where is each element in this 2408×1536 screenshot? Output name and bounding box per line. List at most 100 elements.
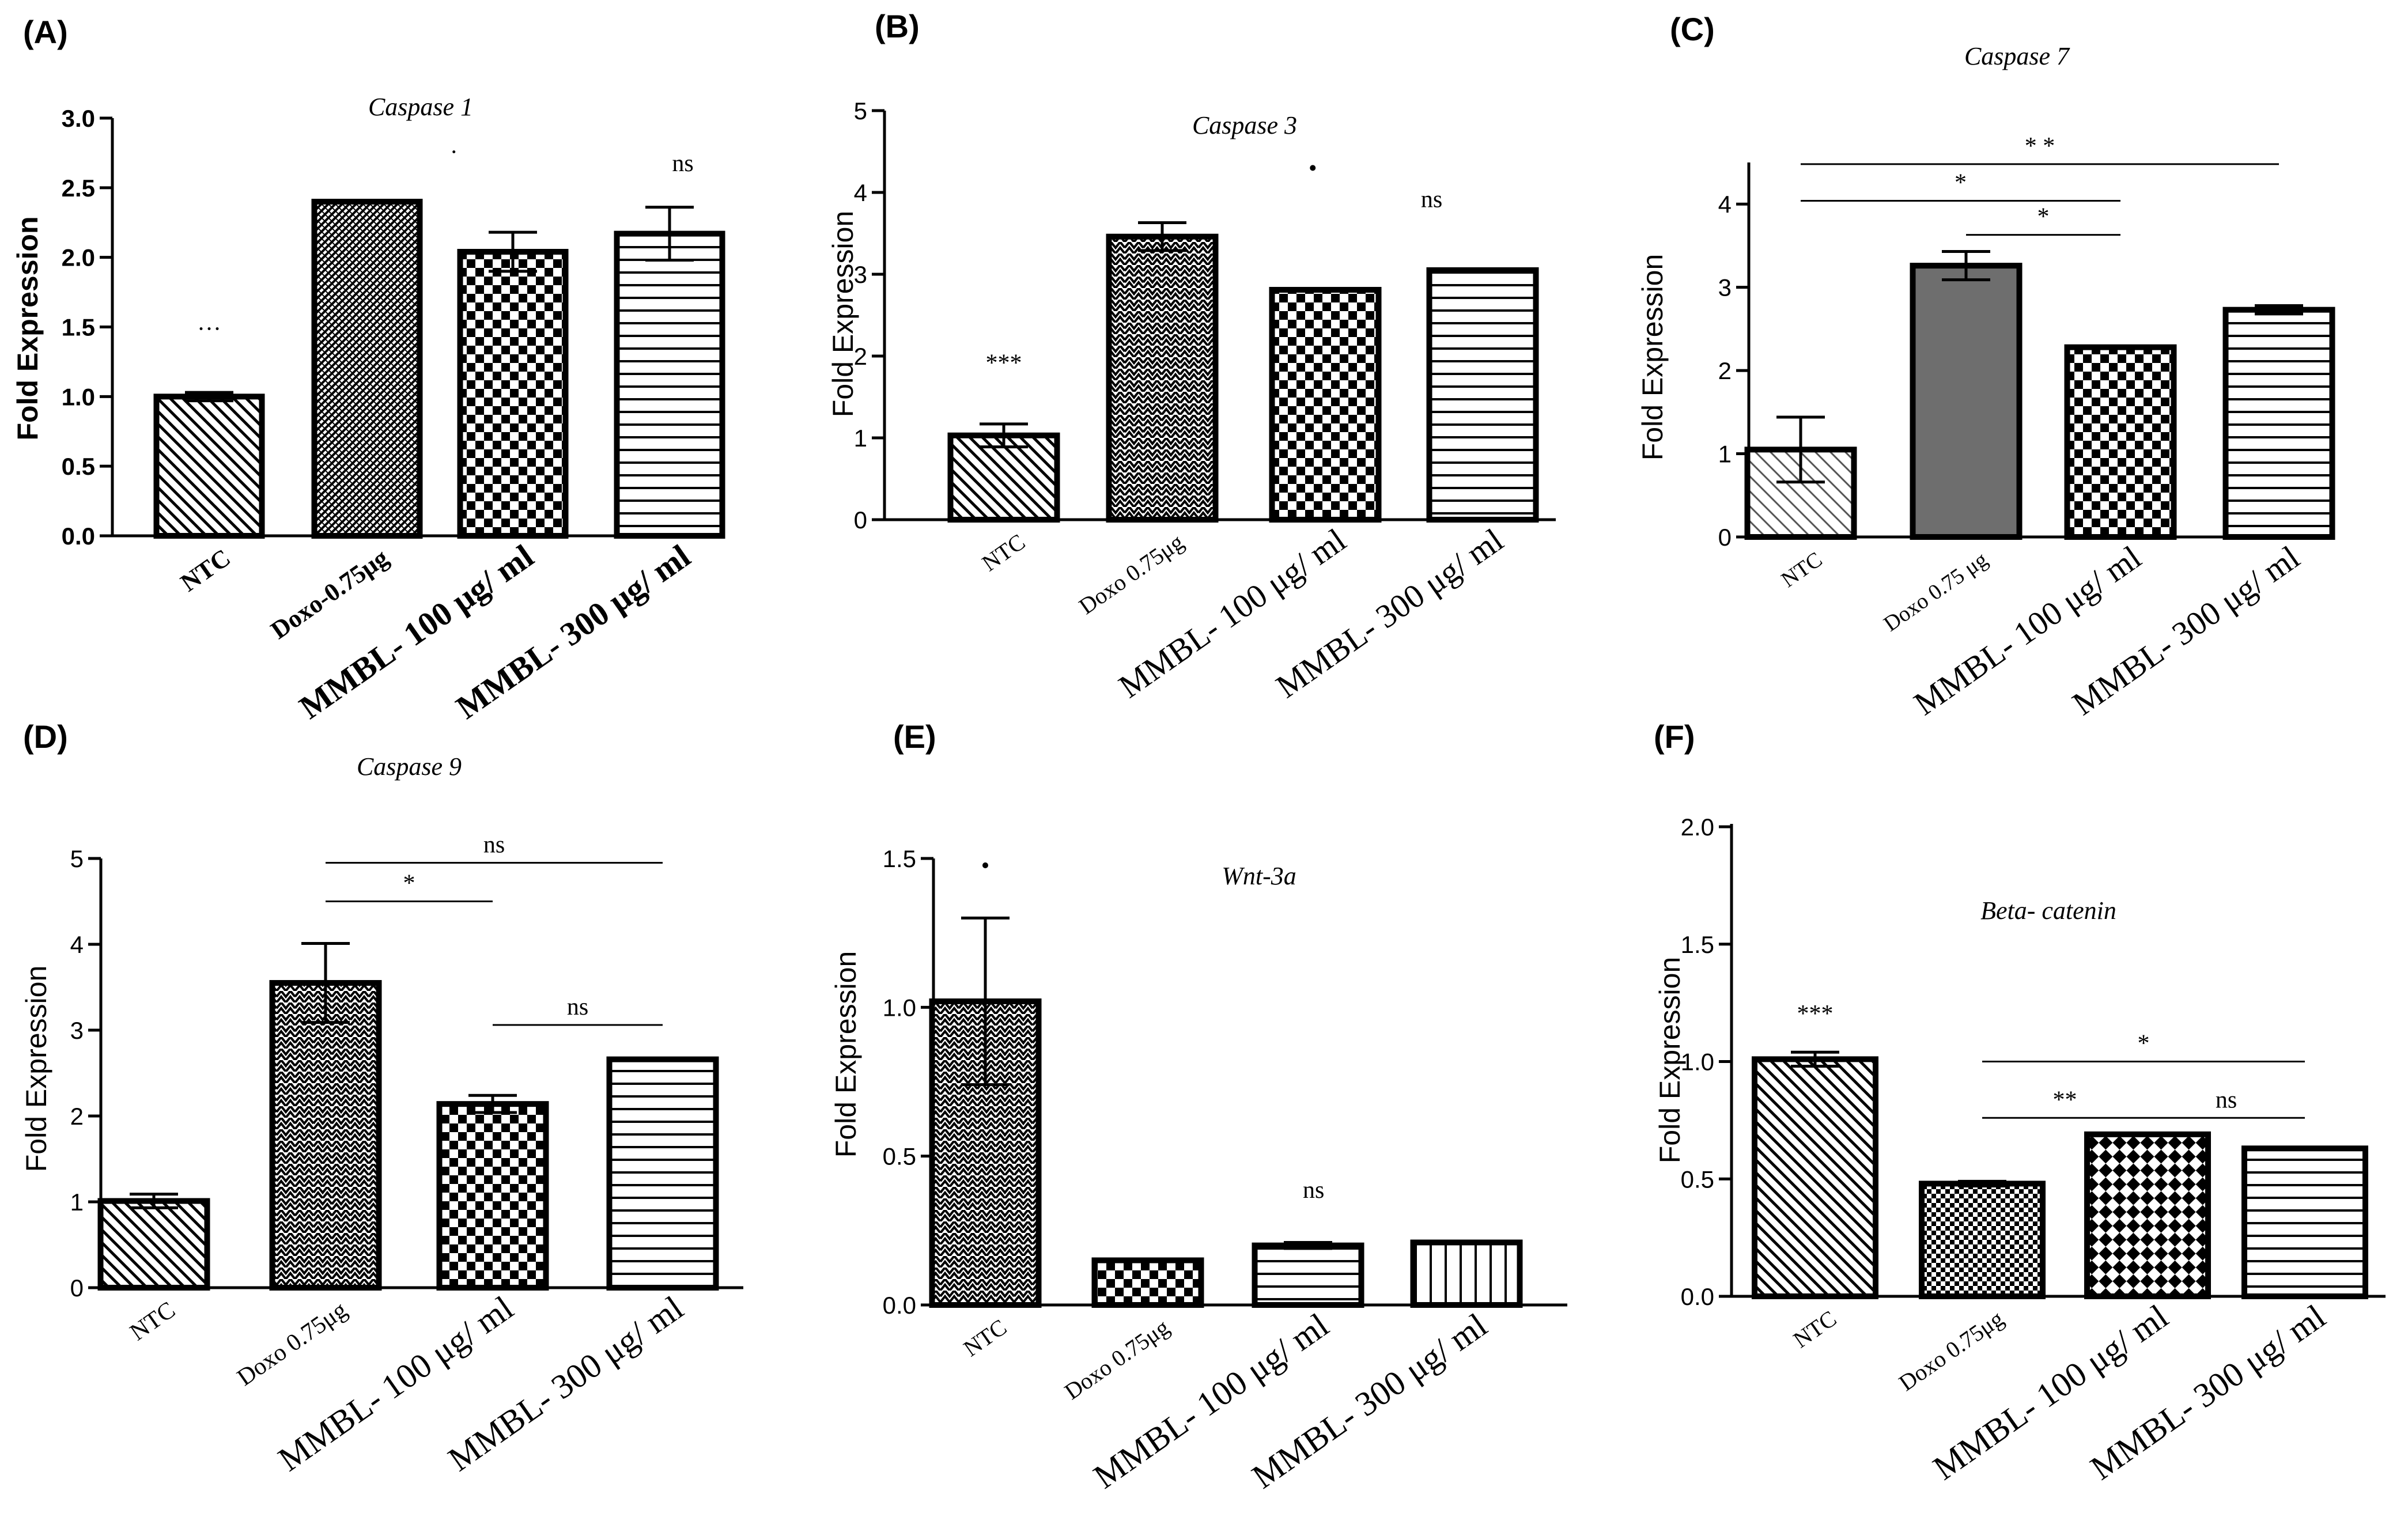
- comparison-label: * *: [2025, 133, 2055, 160]
- y-tick-label: 0: [1718, 524, 1732, 551]
- bar-2: [1106, 233, 1219, 523]
- y-tick-label: 1.5: [62, 314, 95, 341]
- bar-4: [606, 1056, 719, 1291]
- y-axis-label: Fold Expression: [830, 951, 862, 1158]
- error-bar-1: [980, 422, 1028, 449]
- y-tick-label: 2.0: [1681, 814, 1714, 841]
- y-tick-label: 1.5: [1681, 931, 1714, 958]
- y-tick-label: 2.5: [62, 175, 95, 202]
- significance-mark: ns: [672, 150, 693, 177]
- x-tick-label: Doxo 0.75μg: [1894, 1306, 2008, 1397]
- panel-label: (F): [1654, 718, 1695, 755]
- bar-1: [97, 1198, 210, 1291]
- error-bar-2: [301, 942, 350, 1024]
- chart-panel-2: (B) Caspase 3 Fold Expression 0 1 2 3 4 5 NTC Doxo…: [827, 8, 1556, 705]
- significance-mark: ***: [986, 350, 1022, 377]
- chart-panel-4: (D) Caspase 9 Fold Expression 0 1 2 3 4 5 NTC Doxo…: [20, 718, 743, 1478]
- comparison-label: *: [2037, 204, 2050, 230]
- x-tick-label: NTC: [176, 543, 236, 597]
- error-bar-2: [1138, 221, 1186, 252]
- x-tick-label: NTC: [1777, 547, 1827, 592]
- error-bar-2: [1958, 1179, 2006, 1187]
- significance-mark: ns: [1303, 1177, 1324, 1204]
- significance-mark: ***: [1797, 1001, 1834, 1027]
- chart-title: Caspase 1: [368, 93, 473, 121]
- y-tick-label: 1: [70, 1189, 84, 1216]
- y-tick-label: 2: [854, 343, 867, 370]
- chart-panel-6: (F) Beta- catenin Fold Expression 0.0 0.5 1.0…: [1654, 718, 2386, 1487]
- chart-panel-1: (A) Caspase 1 Fold Expression 0.0 0.5 1.0 1.5 2…: [12, 14, 725, 726]
- bar-3: [1269, 286, 1382, 523]
- chart-panel-3: (C) Caspase 7 Fold Expression 0 1 2 3 4 NTC Doxo …: [1636, 11, 2335, 722]
- y-tick-label: 0.0: [1681, 1283, 1714, 1310]
- panel-label: (E): [893, 718, 936, 755]
- y-tick-label: 1.0: [1681, 1049, 1714, 1076]
- error-bar-1: [185, 391, 233, 403]
- bar-4: [614, 230, 725, 539]
- x-tick-label: Doxo 0.75μg: [232, 1297, 351, 1391]
- x-tick-label: Doxo 0.75μg: [1060, 1314, 1174, 1405]
- significance-mark: ·: [450, 139, 458, 166]
- y-tick-label: 3: [70, 1017, 84, 1044]
- y-tick-label: 2: [1718, 357, 1732, 384]
- chart-panel-5: (E) Wnt-3a Fold Expression 0.0 0.5 1.0 1.5 NTC D…: [830, 718, 1567, 1496]
- bar-2: [1091, 1257, 1204, 1308]
- error-bar-2: [1942, 250, 1990, 282]
- chart-title: Caspase 7: [1964, 42, 2070, 70]
- panel-label: (D): [23, 718, 68, 755]
- x-tick-label: NTC: [126, 1297, 180, 1346]
- y-tick-label: 2: [70, 1103, 84, 1130]
- y-tick-label: 5: [854, 97, 867, 124]
- y-tick-label: 0.0: [62, 523, 95, 550]
- comparison-label: *: [2138, 1031, 2150, 1057]
- x-tick-label: Doxo 0.75 μg: [1880, 547, 1993, 636]
- y-tick-label: 0.5: [1681, 1166, 1714, 1193]
- chart-title: Caspase 9: [357, 752, 462, 781]
- y-tick-label: 0.5: [62, 453, 95, 480]
- y-tick-label: 4: [70, 931, 84, 958]
- y-tick-label: 1: [1718, 441, 1732, 468]
- significance-mark: •: [1309, 156, 1317, 182]
- panel-label: (C): [1670, 11, 1715, 47]
- chart-title: Caspase 3: [1192, 111, 1297, 139]
- error-bar-1: [1791, 1050, 1839, 1068]
- bar-3: [2084, 1131, 2211, 1299]
- comparison-label: ns: [483, 831, 505, 858]
- y-tick-label: 1.5: [883, 845, 916, 872]
- y-tick-label: 0.5: [883, 1143, 916, 1170]
- y-tick-label: 1.0: [883, 994, 916, 1021]
- chart-title: Beta- catenin: [1980, 896, 2116, 925]
- significance-mark: ns: [1421, 187, 1442, 213]
- bar-4: [1426, 267, 1539, 523]
- y-axis-label: Fold Expression: [20, 966, 52, 1172]
- y-axis-label: Fold Expression: [12, 217, 44, 441]
- y-tick-label: 3: [1718, 274, 1732, 301]
- bar-4: [2241, 1145, 2368, 1300]
- bar-1: [1752, 1056, 1878, 1300]
- bar-2: [269, 980, 382, 1291]
- comparison-label: ns: [567, 994, 588, 1020]
- x-tick-label: NTC: [959, 1314, 1011, 1362]
- error-bar-1: [130, 1193, 178, 1209]
- bar-1: [947, 432, 1060, 523]
- y-tick-label: 2.0: [62, 244, 95, 271]
- comparison-label: *: [1955, 169, 1967, 196]
- panel-label: (A): [23, 14, 68, 50]
- chart-title: Wnt-3a: [1222, 862, 1296, 890]
- error-bar-1: [961, 916, 1010, 1087]
- comparison-label: ns: [2216, 1087, 2237, 1113]
- x-tick-label: NTC: [977, 529, 1030, 577]
- comparison-label: *: [403, 871, 415, 897]
- bar-3: [1252, 1242, 1364, 1308]
- x-tick-label: Doxo 0.75μg: [1074, 529, 1188, 620]
- x-tick-label: NTC: [1789, 1306, 1841, 1353]
- y-tick-label: 5: [70, 845, 84, 872]
- bar-2: [1910, 263, 2023, 540]
- y-tick-label: 1.0: [62, 383, 95, 410]
- y-axis-label: Fold Expression: [1654, 957, 1686, 1164]
- bar-3: [2064, 344, 2177, 540]
- error-bar-3: [468, 1094, 517, 1114]
- error-bar-1: [1776, 415, 1825, 484]
- bar-2: [1919, 1181, 2046, 1299]
